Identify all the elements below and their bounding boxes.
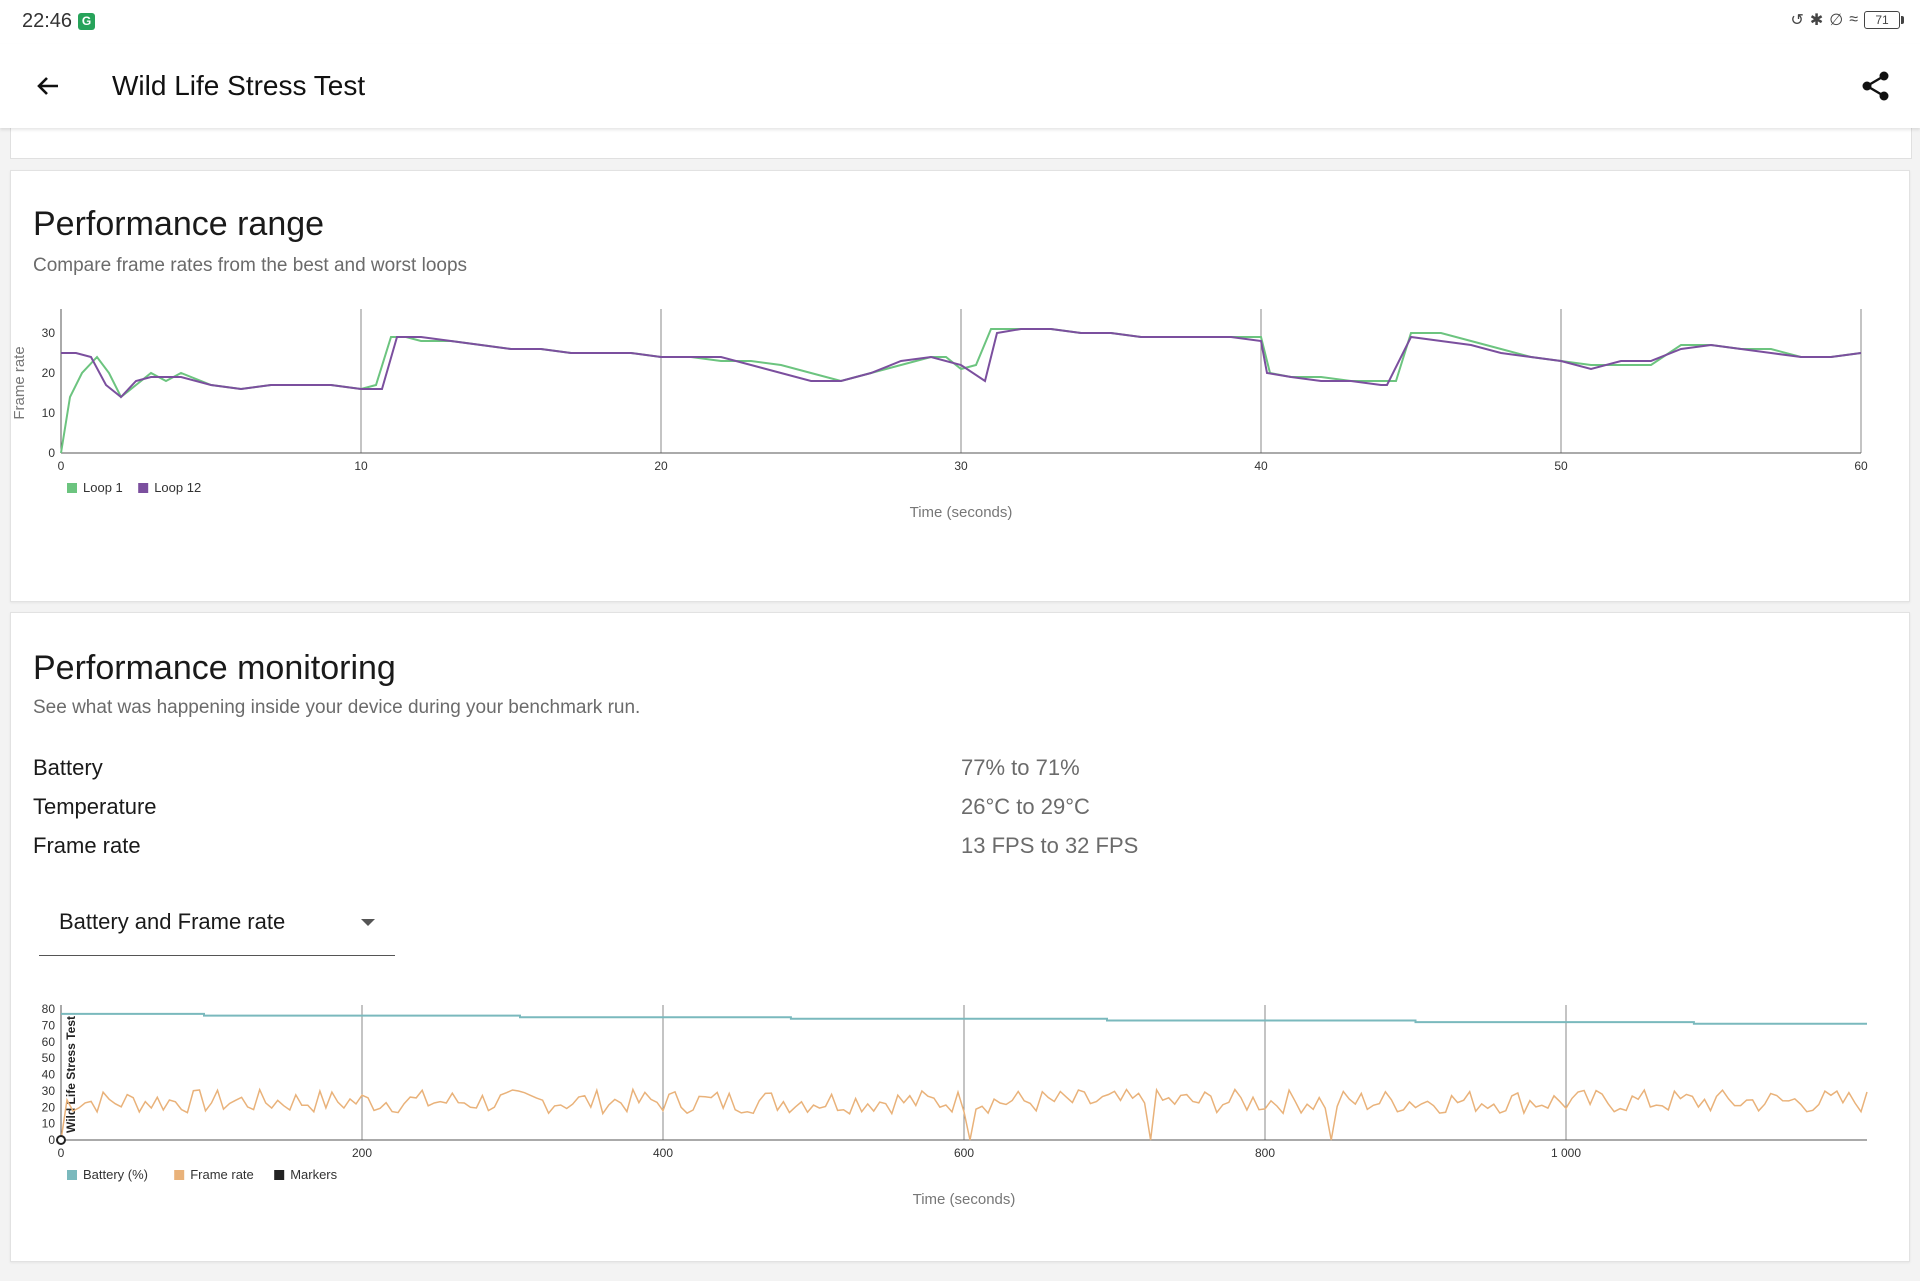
x-tick-label: 10: [354, 459, 368, 473]
dropdown-selected-value: Battery and Frame rate: [59, 909, 286, 934]
y-tick-label: 0: [48, 1133, 55, 1147]
vibrate-icon: ↺: [1790, 12, 1804, 29]
y-tick-label: 10: [42, 1117, 56, 1131]
x-tick-label: 50: [1554, 459, 1568, 473]
bluetooth-icon: ✱: [1809, 12, 1824, 29]
metric-framerate-value: 13 FPS to 32 FPS: [961, 833, 1139, 858]
status-icons: ↺ ✱ ∅ ≈ 71: [1790, 10, 1904, 30]
y-tick-label: 30: [42, 1084, 56, 1098]
legend-swatch: [138, 483, 149, 493]
page-title: Wild Life Stress Test: [112, 70, 366, 101]
y-tick-label: 0: [48, 446, 55, 460]
share-icon: [1862, 71, 1889, 101]
performance-monitoring-title: Performance monitoring: [33, 649, 396, 687]
legend-swatch: [274, 1170, 285, 1180]
series-line-frame-rate: [60, 1087, 1868, 1141]
y-tick-label: 50: [42, 1051, 56, 1065]
metric-temperature-label: Temperature: [33, 794, 157, 819]
x-axis-title: Time (seconds): [913, 1191, 1016, 1208]
x-tick-label: 400: [653, 1146, 673, 1160]
performance-range-card: Performance range Compare frame rates fr…: [10, 170, 1910, 602]
marker-point: [56, 1135, 66, 1145]
battery-icon: 71: [1864, 11, 1904, 29]
metric-battery-value: 77% to 71%: [961, 755, 1080, 780]
x-tick-label: 20: [654, 459, 668, 473]
y-axis-title: Frame rate: [11, 346, 28, 419]
y-axis-title: Wild Life Stress Test: [64, 1016, 78, 1133]
app-notification-icon: G: [78, 13, 95, 30]
legend-swatch: [174, 1170, 185, 1180]
y-tick-label: 70: [42, 1018, 56, 1032]
performance-monitoring-subtitle: See what was happening inside your devic…: [33, 697, 641, 718]
legend-label: Markers: [290, 1167, 337, 1182]
x-axis-title: Time (seconds): [910, 504, 1013, 521]
x-tick-label: 0: [58, 459, 65, 473]
x-tick-label: 0: [58, 1146, 65, 1160]
back-arrow-icon: [37, 77, 58, 95]
legend-swatch: [67, 1170, 77, 1180]
y-tick-label: 60: [42, 1035, 56, 1049]
back-button[interactable]: [28, 66, 68, 106]
legend-label: Battery (%): [83, 1167, 148, 1182]
x-tick-label: 600: [954, 1146, 974, 1160]
x-tick-label: 30: [954, 459, 968, 473]
status-time: 22:46: [22, 10, 73, 32]
x-tick-label: 200: [352, 1146, 372, 1160]
performance-range-title: Performance range: [33, 205, 325, 243]
x-tick-label: 40: [1254, 459, 1268, 473]
legend-label: Frame rate: [190, 1167, 254, 1182]
mute-icon: ∅: [1829, 12, 1844, 29]
x-tick-label: 60: [1854, 459, 1868, 473]
series-line-loop-12: [61, 328, 1862, 399]
y-tick-label: 20: [42, 366, 56, 380]
legend-label: Loop 12: [154, 480, 201, 495]
legend-label: Loop 1: [83, 480, 123, 495]
y-tick-label: 10: [42, 406, 56, 420]
y-tick-label: 20: [42, 1100, 56, 1114]
share-button[interactable]: [1856, 66, 1896, 106]
metric-temperature-value: 26°C to 29°C: [961, 794, 1090, 819]
metric-battery-label: Battery: [33, 755, 103, 780]
chevron-down-icon: [361, 919, 375, 926]
x-tick-label: 1 000: [1551, 1146, 1581, 1160]
performance-monitoring-card: Performance monitoring See what was happ…: [10, 612, 1910, 1262]
metric-framerate-label: Frame rate: [33, 833, 141, 858]
y-tick-label: 40: [42, 1068, 56, 1082]
performance-range-chart: 0 10 20 30 40 50 60 0 10 20 30 Time (seconds) Frame …: [11, 309, 1868, 521]
series-line-battery: [61, 1012, 1867, 1025]
performance-range-subtitle: Compare frame rates from the best and wo…: [33, 255, 468, 276]
status-bar: 22:46 G ↺ ✱ ∅ ≈ 71: [0, 0, 1920, 44]
x-tick-label: 800: [1255, 1146, 1275, 1160]
legend-swatch: [67, 483, 77, 493]
wifi-icon: ≈: [1849, 11, 1858, 28]
y-tick-label: 80: [42, 1002, 56, 1016]
app-bar: Wild Life Stress Test: [0, 44, 1920, 128]
performance-monitoring-chart: 0 200 400 600 800 1 000 0 10 20 30 40 50 60 70 80 Time …: [42, 1002, 1868, 1208]
chart-type-dropdown[interactable]: Battery and Frame rate: [39, 891, 395, 956]
previous-card-edge: [10, 128, 1912, 159]
y-tick-label: 30: [42, 326, 56, 340]
